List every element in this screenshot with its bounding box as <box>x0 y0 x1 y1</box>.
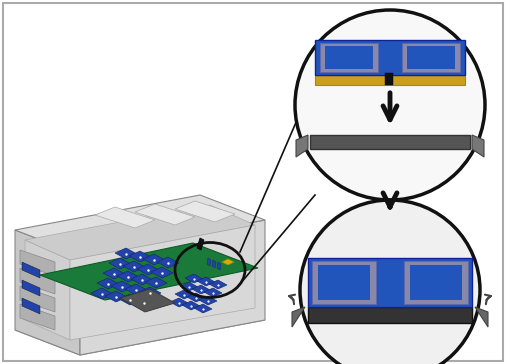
Polygon shape <box>119 294 141 305</box>
Polygon shape <box>135 204 194 225</box>
Polygon shape <box>207 258 211 266</box>
Polygon shape <box>145 277 167 288</box>
Polygon shape <box>97 278 119 289</box>
Polygon shape <box>191 285 210 294</box>
Polygon shape <box>198 296 217 305</box>
Circle shape <box>294 10 484 200</box>
Polygon shape <box>91 288 113 299</box>
Circle shape <box>299 200 479 364</box>
Polygon shape <box>217 262 221 270</box>
Bar <box>319 43 377 72</box>
Polygon shape <box>20 304 55 330</box>
Bar <box>310 135 469 149</box>
Polygon shape <box>123 261 145 272</box>
Polygon shape <box>295 135 308 157</box>
Bar <box>308 307 471 323</box>
Polygon shape <box>291 307 305 327</box>
Polygon shape <box>143 254 165 265</box>
Polygon shape <box>209 280 227 289</box>
Polygon shape <box>175 290 192 299</box>
Polygon shape <box>15 195 265 255</box>
Polygon shape <box>196 277 215 286</box>
Bar <box>315 75 464 85</box>
Polygon shape <box>15 230 80 355</box>
Polygon shape <box>474 307 487 327</box>
Bar <box>403 261 467 304</box>
Polygon shape <box>40 243 258 300</box>
Polygon shape <box>115 248 137 259</box>
Polygon shape <box>22 298 40 314</box>
Bar <box>406 46 454 69</box>
Polygon shape <box>170 298 188 307</box>
Bar <box>317 265 369 300</box>
Polygon shape <box>20 286 55 312</box>
Polygon shape <box>175 201 234 222</box>
Polygon shape <box>133 297 155 308</box>
Polygon shape <box>193 304 212 313</box>
Polygon shape <box>137 264 159 275</box>
Polygon shape <box>157 257 179 268</box>
Bar <box>401 43 459 72</box>
Polygon shape <box>15 295 265 355</box>
Polygon shape <box>471 135 483 157</box>
Polygon shape <box>180 282 197 291</box>
Bar <box>324 46 372 69</box>
Polygon shape <box>222 259 233 265</box>
Polygon shape <box>129 251 150 262</box>
Polygon shape <box>125 284 147 295</box>
Polygon shape <box>25 240 70 340</box>
Polygon shape <box>95 207 155 228</box>
Polygon shape <box>111 281 133 292</box>
Polygon shape <box>105 291 127 302</box>
Polygon shape <box>117 271 139 282</box>
Polygon shape <box>185 274 203 283</box>
Bar <box>308 258 471 307</box>
Polygon shape <box>120 289 175 312</box>
Bar <box>312 261 375 304</box>
Polygon shape <box>25 205 255 260</box>
Bar <box>384 73 392 85</box>
Bar <box>315 40 464 75</box>
Polygon shape <box>103 268 125 279</box>
Polygon shape <box>150 267 173 278</box>
Polygon shape <box>70 225 255 340</box>
Polygon shape <box>20 268 55 294</box>
Polygon shape <box>196 238 204 250</box>
Polygon shape <box>204 288 222 297</box>
Polygon shape <box>109 258 131 269</box>
Polygon shape <box>212 260 216 268</box>
Polygon shape <box>131 274 153 285</box>
Polygon shape <box>22 280 40 296</box>
Polygon shape <box>182 301 199 310</box>
Polygon shape <box>187 293 205 302</box>
Polygon shape <box>20 250 55 276</box>
Bar <box>409 265 461 300</box>
Polygon shape <box>22 262 40 278</box>
Polygon shape <box>80 220 265 355</box>
Polygon shape <box>139 287 161 298</box>
